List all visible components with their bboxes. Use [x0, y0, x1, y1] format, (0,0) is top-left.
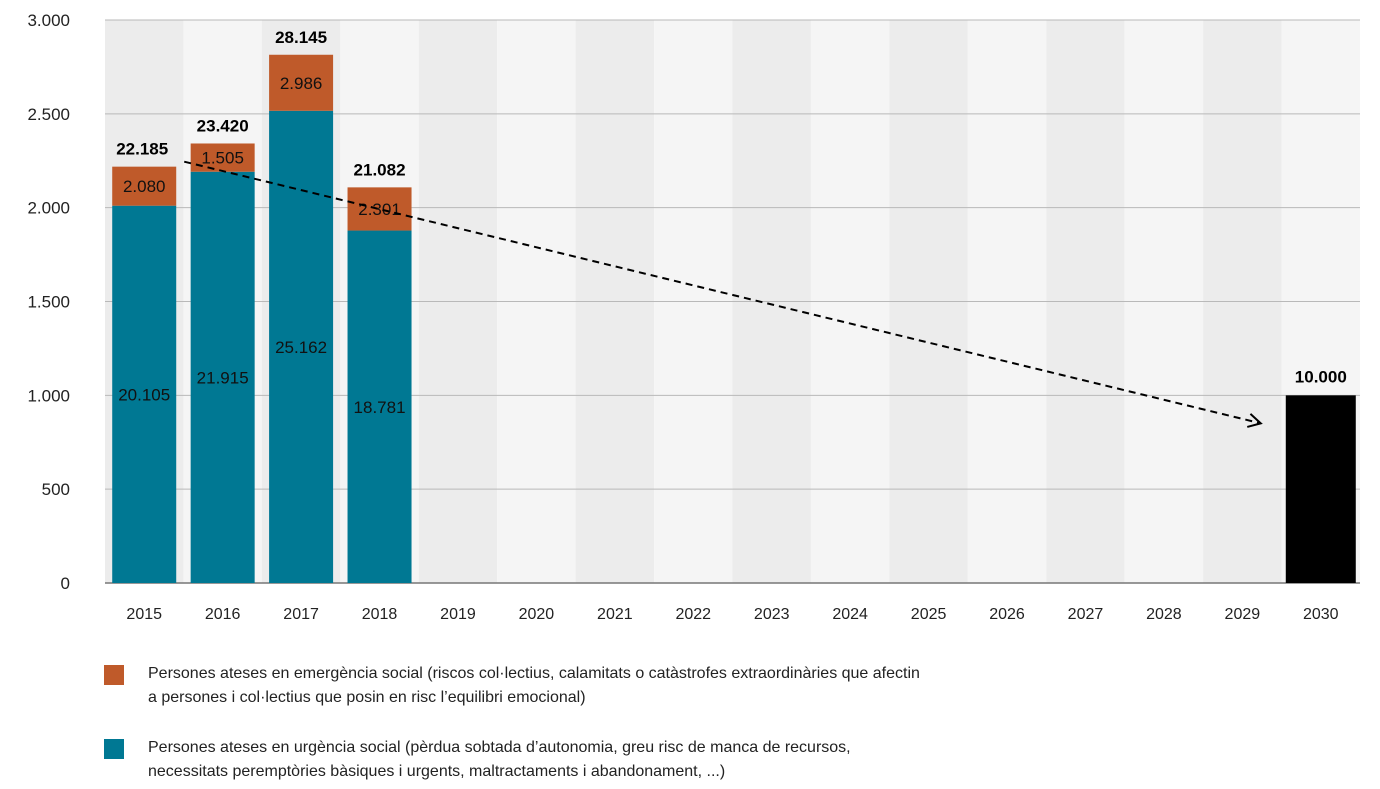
- x-tick-label: 2019: [440, 606, 476, 623]
- bar-urgencia: [347, 230, 412, 584]
- y-tick-label: 2.000: [27, 199, 70, 218]
- legend: Persones ateses en emergència social (ri…: [104, 662, 1104, 782]
- bar-emergencia: [269, 54, 334, 111]
- y-tick-label: 2.500: [27, 105, 70, 124]
- legend-swatch-urgencia: [104, 739, 124, 759]
- y-tick-label: 1.000: [27, 386, 70, 405]
- total-label: 21.082: [354, 160, 406, 179]
- x-tick-label: 2030: [1303, 606, 1339, 623]
- x-tick-label: 2023: [754, 606, 790, 623]
- x-tick-label: 2027: [1068, 606, 1104, 623]
- target-label: 10.000: [1295, 367, 1347, 386]
- y-tick-label: 500: [42, 480, 70, 499]
- legend-item-emergencia: Persones ateses en emergència social (ri…: [104, 662, 1104, 712]
- x-tick-label: 2026: [989, 606, 1025, 623]
- bar-value-label: 2.986: [280, 74, 323, 93]
- bar-value-label: 2.301: [358, 200, 401, 219]
- legend-label-emergencia: Persones ateses en emergència social (ri…: [148, 662, 1048, 710]
- trend-arrow-line: [183, 160, 1262, 425]
- bar-urgencia: [112, 205, 177, 583]
- total-label: 22.185: [116, 140, 168, 159]
- x-tick-label: 2025: [911, 606, 947, 623]
- legend-label-line: Persones ateses en emergència social (ri…: [148, 665, 920, 682]
- y-tick-label: 3.000: [27, 11, 70, 30]
- x-tick-label: 2016: [205, 606, 241, 623]
- x-tick-label: 2024: [832, 606, 868, 623]
- bar-emergencia: [347, 187, 412, 231]
- target-bar: [1285, 395, 1356, 583]
- legend-item-urgencia: Persones ateses en urgència social (pèrd…: [104, 736, 1104, 786]
- x-tick-label: 2015: [126, 606, 162, 623]
- bar-emergencia: [190, 143, 255, 172]
- bar-value-label: 18.781: [354, 398, 406, 417]
- x-tick-label: 2029: [1225, 606, 1261, 623]
- x-tick-label: 2018: [362, 606, 398, 623]
- y-tick-label: 0: [61, 574, 70, 593]
- bar-value-label: 1.505: [201, 149, 244, 168]
- bar-value-label: 20.105: [118, 385, 170, 404]
- total-label: 28.145: [275, 28, 327, 47]
- trend-arrow-head: [1246, 413, 1263, 428]
- bar-emergencia: [112, 166, 177, 206]
- x-tick-label: 2022: [675, 606, 711, 623]
- x-tick-label: 2017: [283, 606, 319, 623]
- x-tick-label: 2028: [1146, 606, 1182, 623]
- legend-label-urgencia: Persones ateses en urgència social (pèrd…: [148, 736, 1048, 784]
- legend-label-line: a persones i col·lectius que posin en ri…: [148, 689, 586, 706]
- y-tick-label: 1.500: [27, 293, 70, 312]
- x-tick-label: 2020: [519, 606, 555, 623]
- x-tick-label: 2021: [597, 606, 633, 623]
- bar-value-label: 2.080: [123, 177, 166, 196]
- bar-value-label: 21.915: [197, 368, 249, 387]
- bar-urgencia: [190, 171, 255, 583]
- bar-value-label: 25.162: [275, 338, 327, 357]
- total-label: 23.420: [197, 116, 249, 135]
- stacked-bar-chart: 0 500 1.000 1.500 2.000 2.500 3.000 2015 2016 201…: [27, 11, 1360, 623]
- legend-swatch-emergencia: [104, 665, 124, 685]
- legend-label-line: necessitats peremptòries bàsiques i urge…: [148, 763, 726, 780]
- legend-label-line: Persones ateses en urgència social (pèrd…: [148, 739, 851, 756]
